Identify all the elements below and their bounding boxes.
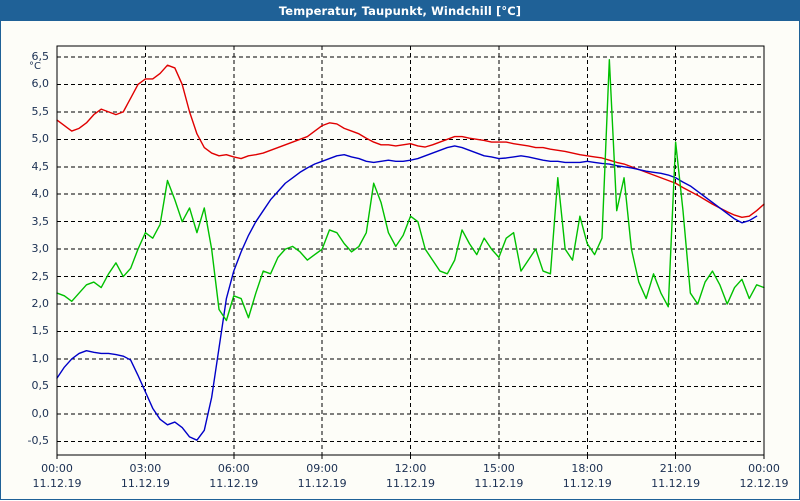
chart-plot	[56, 45, 765, 459]
x-axis-tick-label: 12:00 11.12.19	[376, 462, 446, 490]
y-axis-tick-label: 5,5	[31, 104, 50, 118]
y-axis-tick-label: 2,0	[31, 297, 50, 311]
x-axis-tick-date: 11.12.19	[386, 477, 435, 490]
y-axis-tick-label: 0,0	[31, 406, 50, 420]
x-axis-tick-time: 12:00	[394, 462, 427, 475]
x-axis-tick-label: 00:00 12.12.19	[729, 462, 799, 490]
x-axis-tick-label: 06:00 11.12.19	[199, 462, 269, 490]
y-axis-tick-label: 3,0	[31, 242, 50, 256]
series-line-temperatur	[56, 64, 765, 218]
x-axis-tick-time: 03:00	[129, 462, 162, 475]
x-axis-tick-label: 15:00 11.12.19	[464, 462, 534, 490]
x-axis-tick-label: 21:00 11.12.19	[641, 462, 711, 490]
y-axis-tick-label: 1,0	[31, 351, 50, 365]
y-axis-tick-label: 4,5	[31, 159, 50, 173]
y-axis-tick-label: 6,5	[31, 49, 50, 63]
y-axis-tick-label: 0,5	[31, 379, 50, 393]
series-line-taupunkt	[56, 145, 758, 441]
y-axis-tick-label: 5,0	[31, 132, 50, 146]
x-axis-tick-time: 21:00	[659, 462, 692, 475]
window-title: Temperatur, Taupunkt, Windchill [°C]	[278, 4, 522, 18]
x-axis-tick-time: 06:00	[217, 462, 250, 475]
window-titlebar: Temperatur, Taupunkt, Windchill [°C]	[1, 1, 799, 21]
x-axis-tick-label: 18:00 11.12.19	[552, 462, 622, 490]
y-axis-tick-label: 1,5	[31, 324, 50, 338]
x-axis-tick-time: 00:00	[748, 462, 780, 475]
y-axis-tick-label: -0,5	[27, 434, 49, 448]
series-line-windchill	[56, 59, 765, 322]
chart-content: Temperatur Taupunkt Windchill °C 6,56,05…	[1, 21, 799, 499]
x-axis-tick-time: 18:00	[571, 462, 604, 475]
x-axis-tick-time: 09:00	[306, 462, 338, 475]
x-axis-tick-time: 15:00	[483, 462, 515, 475]
y-axis-tick-label: 2,5	[31, 269, 50, 283]
y-axis-tick-label: 3,5	[31, 214, 50, 228]
x-axis-tick-date: 11.12.19	[651, 477, 701, 490]
x-axis-tick-date: 11.12.19	[297, 477, 347, 490]
x-axis-tick-date: 11.12.19	[209, 477, 259, 490]
x-axis-tick-label: 03:00 11.12.19	[110, 462, 180, 490]
x-axis-tick-date: 11.12.19	[562, 477, 612, 490]
x-axis-tick-date: 11.12.19	[474, 477, 524, 490]
x-axis-tick-label: 00:00 11.12.19	[22, 462, 92, 490]
x-axis-tick-date: 12.12.19	[739, 477, 789, 490]
y-axis-tick-label: 4,0	[31, 187, 50, 201]
x-axis-tick-label: 09:00 11.12.19	[287, 462, 357, 490]
x-axis-tick-time: 00:00	[41, 462, 73, 475]
y-axis-tick-label: 6,0	[31, 77, 50, 91]
x-axis-tick-date: 11.12.19	[32, 477, 82, 490]
y-axis-unit-label: °C	[29, 61, 41, 72]
x-axis-tick-date: 11.12.19	[120, 477, 170, 490]
